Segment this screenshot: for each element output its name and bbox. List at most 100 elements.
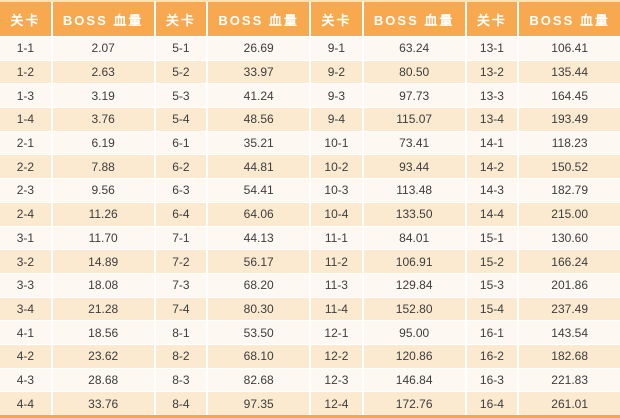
level-cell: 1-3 — [0, 84, 51, 108]
hp-cell: 182.79 — [519, 179, 620, 202]
level-cell: 5-4 — [155, 108, 207, 131]
hp-cell: 201.86 — [519, 273, 620, 297]
level-cell: 1-4 — [0, 108, 51, 131]
hp-cell: 130.60 — [519, 226, 620, 250]
hp-cell: 152.80 — [363, 297, 465, 321]
level-cell: 15-1 — [466, 226, 518, 250]
hp-cell: 113.48 — [363, 179, 465, 202]
hp-cell: 23.62 — [52, 344, 154, 368]
level-cell: 16-4 — [466, 392, 518, 415]
level-cell: 5-3 — [155, 84, 207, 108]
level-cell: 2-4 — [0, 202, 51, 226]
hp-cell: 48.56 — [208, 108, 309, 131]
hp-cell: 143.54 — [519, 321, 620, 344]
header-level: 关卡 — [155, 2, 207, 36]
hp-cell: 18.56 — [52, 321, 154, 344]
hp-cell: 3.19 — [52, 84, 154, 108]
level-cell: 7-3 — [155, 273, 207, 297]
hp-cell: 11.26 — [52, 202, 154, 226]
hp-cell: 56.17 — [208, 250, 309, 273]
hp-cell: 3.76 — [52, 108, 154, 131]
hp-cell: 35.21 — [208, 131, 309, 155]
level-cell: 16-3 — [466, 368, 518, 392]
hp-cell: 14.89 — [52, 250, 154, 273]
level-cell: 11-2 — [311, 250, 362, 273]
level-cell: 3-4 — [0, 297, 51, 321]
hp-cell: 6.19 — [52, 131, 154, 155]
level-cell: 14-3 — [466, 179, 518, 202]
level-cell: 8-1 — [155, 321, 207, 344]
level-cell: 8-2 — [155, 344, 207, 368]
hp-cell: 172.76 — [363, 392, 465, 415]
hp-cell: 106.41 — [519, 37, 620, 60]
header-level: 关卡 — [466, 2, 518, 36]
hp-cell: 97.35 — [208, 392, 309, 415]
level-cell: 13-2 — [466, 60, 518, 84]
hp-cell: 182.68 — [519, 344, 620, 368]
level-cell: 16-1 — [466, 321, 518, 344]
level-cell: 11-4 — [311, 297, 362, 321]
hp-cell: 106.91 — [363, 250, 465, 273]
level-cell: 16-2 — [466, 344, 518, 368]
hp-cell: 133.50 — [363, 202, 465, 226]
level-cell: 8-3 — [155, 368, 207, 392]
level-cell: 6-4 — [155, 202, 207, 226]
hp-cell: 44.81 — [208, 155, 309, 179]
hp-cell: 64.06 — [208, 202, 309, 226]
level-cell: 7-2 — [155, 250, 207, 273]
level-cell: 11-3 — [311, 273, 362, 297]
level-cell: 9-2 — [311, 60, 362, 84]
level-cell: 13-3 — [466, 84, 518, 108]
hp-cell: 84.01 — [363, 226, 465, 250]
hp-cell: 9.56 — [52, 179, 154, 202]
level-cell: 3-2 — [0, 250, 51, 273]
level-cell: 14-4 — [466, 202, 518, 226]
header-boss-hp: BOSS 血量 — [363, 2, 465, 36]
hp-cell: 28.68 — [52, 368, 154, 392]
level-cell: 15-2 — [466, 250, 518, 273]
level-cell: 9-1 — [311, 37, 362, 60]
level-cell: 3-3 — [0, 273, 51, 297]
level-cell: 12-2 — [311, 344, 362, 368]
level-cell: 5-1 — [155, 37, 207, 60]
level-cell: 6-2 — [155, 155, 207, 179]
hp-cell: 146.84 — [363, 368, 465, 392]
level-cell: 5-2 — [155, 60, 207, 84]
level-cell: 11-1 — [311, 226, 362, 250]
level-cell: 6-3 — [155, 179, 207, 202]
level-cell: 4-4 — [0, 392, 51, 415]
hp-cell: 7.88 — [52, 155, 154, 179]
hp-cell: 82.68 — [208, 368, 309, 392]
hp-cell: 63.24 — [363, 37, 465, 60]
header-boss-hp: BOSS 血量 — [52, 2, 154, 36]
level-cell: 10-2 — [311, 155, 362, 179]
hp-cell: 95.00 — [363, 321, 465, 344]
hp-cell: 135.44 — [519, 60, 620, 84]
hp-cell: 97.73 — [363, 84, 465, 108]
hp-cell: 44.13 — [208, 226, 309, 250]
level-cell: 7-4 — [155, 297, 207, 321]
hp-cell: 164.45 — [519, 84, 620, 108]
level-cell: 10-3 — [311, 179, 362, 202]
hp-cell: 115.07 — [363, 108, 465, 131]
level-cell: 10-4 — [311, 202, 362, 226]
level-cell: 4-2 — [0, 344, 51, 368]
hp-cell: 26.69 — [208, 37, 309, 60]
hp-cell: 80.30 — [208, 297, 309, 321]
level-cell: 15-3 — [466, 273, 518, 297]
hp-cell: 73.41 — [363, 131, 465, 155]
level-cell: 8-4 — [155, 392, 207, 415]
hp-cell: 129.84 — [363, 273, 465, 297]
hp-cell: 93.44 — [363, 155, 465, 179]
level-cell: 12-4 — [311, 392, 362, 415]
level-cell: 6-1 — [155, 131, 207, 155]
level-cell: 1-2 — [0, 60, 51, 84]
level-cell: 2-3 — [0, 179, 51, 202]
hp-cell: 11.70 — [52, 226, 154, 250]
header-level: 关卡 — [0, 2, 51, 36]
header-boss-hp: BOSS 血量 — [208, 2, 309, 36]
hp-cell: 193.49 — [519, 108, 620, 131]
hp-cell: 237.49 — [519, 297, 620, 321]
